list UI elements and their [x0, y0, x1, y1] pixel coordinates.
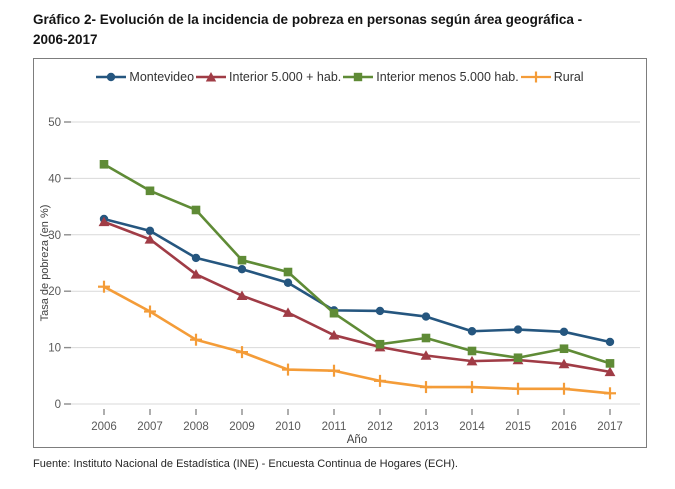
point-interior-5-000-hab-2013: [420, 350, 432, 360]
point-montevideo-2010: [283, 278, 293, 287]
chart-title-line2: 2006-2017: [33, 32, 98, 48]
point-interior-5-000-hab-2014: [466, 355, 478, 366]
xtick-label-2007: 2007: [137, 421, 163, 433]
xtick-label-2013: 2013: [413, 421, 439, 433]
series-line-interior-5-000-hab: [102, 220, 612, 374]
chart-legend: Montevideo Interior 5.000 + hab. Interio…: [34, 70, 646, 84]
point-interior-menos-5-000-hab-2014: [467, 346, 477, 356]
legend-item-interior-menos-5000: Interior menos 5.000 hab.: [343, 70, 519, 84]
xtick-label-2008: 2008: [183, 421, 209, 433]
line-plus-marker-icon: [520, 71, 551, 83]
ytick-label-10: 10: [48, 343, 61, 355]
line-triangle-marker-icon: [196, 72, 227, 82]
legend-label-rural: Rural: [553, 70, 584, 84]
xtick-label-2012: 2012: [367, 421, 393, 433]
source-note: Fuente: Instituto Nacional de Estadístic…: [33, 458, 458, 470]
point-montevideo-2017: [605, 337, 615, 347]
chart-panel: 0 10 20 30 40 50 2006 2007 2008 2009 2010 2011 2012 2…: [33, 58, 647, 448]
xtick-label-2011: 2011: [322, 421, 347, 433]
point-interior-menos-5-000-hab-2016: [559, 344, 569, 354]
chart-title-line1: Gráfico 2- Evolución de la incidencia de…: [33, 12, 583, 27]
xtick-label-2010: 2010: [275, 421, 301, 433]
line-square-marker-icon: [343, 72, 374, 82]
legend-item-montevideo: Montevideo: [96, 70, 194, 84]
xtick-label-2015: 2015: [505, 421, 531, 433]
point-interior-5-000-hab-2011: [328, 329, 340, 340]
point-montevideo-2014: [467, 327, 477, 336]
point-interior-menos-5-000-hab-2015: [513, 353, 523, 363]
chart-title: Gráfico 2- Evolución de la incidencia de…: [33, 10, 653, 51]
ytick-label-50: 50: [48, 117, 61, 129]
point-interior-5-000-hab-2017: [604, 366, 616, 377]
point-montevideo-2009: [237, 265, 247, 274]
point-montevideo-2012: [375, 306, 385, 316]
point-interior-5-000-hab-2016: [558, 358, 570, 369]
point-montevideo-2015: [513, 325, 523, 334]
point-interior-menos-5-000-hab-2010: [283, 267, 293, 277]
point-interior-5-000-hab-2008: [190, 269, 202, 279]
series-line-rural: [102, 285, 612, 395]
point-interior-menos-5-000-hab-2008: [191, 205, 201, 215]
series-line-interior-menos-5-000-hab: [102, 163, 612, 365]
ytick-label-30: 30: [48, 230, 61, 242]
point-interior-menos-5-000-hab-2007: [145, 186, 155, 196]
legend-item-interior-mas-5000: Interior 5.000 + hab.: [196, 70, 341, 84]
legend-item-rural: Rural: [520, 70, 584, 84]
ytick-label-40: 40: [48, 173, 61, 185]
point-montevideo-2007: [145, 226, 155, 236]
legend-label-montevideo: Montevideo: [129, 70, 195, 84]
xtick-label-2017: 2017: [597, 421, 623, 433]
poverty-line-chart: 0 10 20 30 40 50 2006 2007 2008 2009 2010 2011 2012 2…: [39, 117, 640, 446]
line-circle-marker-icon: [96, 72, 127, 82]
ytick-label-0: 0: [55, 399, 61, 411]
point-interior-menos-5-000-hab-2011: [329, 308, 339, 318]
ytick-label-20: 20: [48, 286, 61, 298]
point-interior-menos-5-000-hab-2006: [99, 160, 109, 169]
point-interior-5-000-hab-2010: [282, 307, 294, 317]
point-montevideo-2016: [559, 327, 569, 337]
point-montevideo-2013: [421, 312, 431, 321]
x-axis-label: Año: [347, 434, 367, 446]
point-interior-5-000-hab-2007: [144, 234, 156, 244]
point-montevideo-2008: [191, 253, 201, 263]
legend-label-interior-mas-5000: Interior 5.000 + hab.: [229, 70, 342, 84]
y-axis-label: Tasa de pobreza (en %): [39, 205, 51, 322]
point-interior-5-000-hab-2006: [98, 216, 110, 227]
xtick-label-2014: 2014: [459, 421, 485, 433]
point-interior-menos-5-000-hab-2013: [421, 333, 431, 343]
point-interior-menos-5-000-hab-2009: [237, 255, 247, 265]
xtick-label-2009: 2009: [229, 421, 255, 433]
xtick-label-2016: 2016: [551, 421, 577, 433]
point-interior-menos-5-000-hab-2012: [375, 339, 385, 349]
point-interior-menos-5-000-hab-2017: [605, 359, 615, 368]
legend-label-interior-menos-5000: Interior menos 5.000 hab.: [376, 70, 519, 84]
xtick-label-2006: 2006: [91, 421, 117, 433]
series-line-montevideo: [102, 217, 612, 344]
point-interior-5-000-hab-2009: [236, 290, 248, 301]
